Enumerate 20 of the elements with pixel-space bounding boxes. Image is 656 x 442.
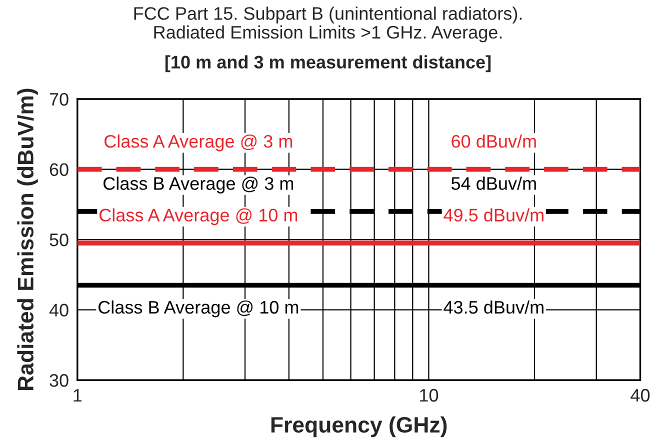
annotation: Class A Average @ 3 m [104, 134, 292, 152]
annotation: 49.5 dBuv/m [444, 208, 544, 222]
y-axis-title: Radiated Emission (dBuV/m) [17, 88, 38, 390]
annotation: 54 dBuv/m [451, 176, 536, 190]
y-tick-label: 40 [49, 304, 68, 317]
x-tick-label: 10 [420, 388, 438, 402]
x-axis-title: Frequency (GHz) [271, 416, 447, 438]
annotation: Class B Average @ 3 m [104, 176, 294, 194]
x-tick-label: 1 [74, 389, 82, 402]
chart-title: FCC Part 15. Subpart B (unintentional radiators). Radiated Emission Limits >1 GHz. Average. [134, 6, 522, 42]
annotation: 43.5 dBuv/m [444, 300, 544, 314]
y-tick-label: 50 [50, 234, 68, 246]
y-tick-label: 30 [50, 374, 68, 387]
annotation: Class A Average @ 10 m [100, 208, 298, 226]
y-tick-label: 60 [50, 163, 68, 176]
x-tick-label: 40 [630, 388, 650, 402]
annotation: 60 dBuv/m [452, 134, 536, 148]
annotation: Class B Average @ 10 m [98, 300, 298, 318]
y-tick-label: 70 [50, 92, 68, 106]
chart-subtitle: [10 m and 3 m measurement distance] [165, 55, 491, 72]
